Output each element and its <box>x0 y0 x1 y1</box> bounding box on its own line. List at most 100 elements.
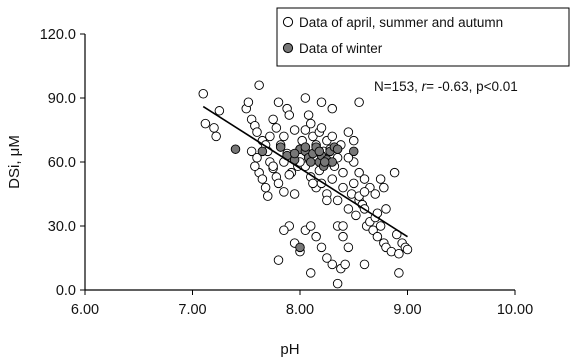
point-winter <box>230 144 241 154</box>
point-april-summer-autumn <box>308 178 318 189</box>
point-april-summer-autumn <box>284 170 295 180</box>
y-axis-label: DSi, μM <box>6 135 23 189</box>
point-april-summer-autumn <box>311 231 321 242</box>
point-april-summer-autumn <box>327 103 338 114</box>
point-april-summer-autumn <box>322 253 332 263</box>
point-april-summer-autumn <box>394 248 404 259</box>
point-april-summer-autumn <box>349 178 359 189</box>
point-april-summer-autumn <box>271 123 282 133</box>
stats-r-symbol: r <box>422 79 427 94</box>
y-tick-label: 60.0 <box>48 155 76 171</box>
stats-suffix: = -0.63, p<0.01 <box>426 79 518 94</box>
point-april-summer-autumn <box>300 125 311 135</box>
point-april-summer-autumn <box>343 242 354 253</box>
y-tick-label: 120.0 <box>40 27 76 43</box>
point-april-summer-autumn <box>306 268 316 278</box>
point-april-summer-autumn <box>316 242 327 253</box>
point-april-summer-autumn <box>306 221 316 231</box>
stats-prefix: N=153, <box>374 79 422 94</box>
trendline <box>202 105 408 238</box>
point-april-summer-autumn <box>268 114 278 125</box>
point-winter <box>257 146 268 157</box>
point-april-summer-autumn <box>254 80 264 90</box>
point-april-summer-autumn <box>279 225 289 236</box>
x-tick-label: 7.00 <box>178 302 206 318</box>
point-april-summer-autumn <box>279 187 289 197</box>
x-tick-label: 10.00 <box>497 302 533 318</box>
point-winter <box>332 144 343 154</box>
point-april-summer-autumn <box>368 225 378 236</box>
point-april-summer-autumn <box>389 167 400 178</box>
point-april-summer-autumn <box>289 189 300 199</box>
point-april-summer-autumn <box>246 146 257 157</box>
trendline-group <box>202 105 408 238</box>
point-april-summer-autumn <box>308 131 318 142</box>
point-winter <box>295 242 305 253</box>
point-april-summer-autumn <box>332 278 343 289</box>
point-april-summer-autumn <box>316 123 327 133</box>
point-april-summer-autumn <box>316 97 327 108</box>
point-april-summer-autumn <box>263 191 273 201</box>
x-tick-label: 8.00 <box>286 302 314 318</box>
stats-annotation: N=153, r= -0.63, p<0.01 <box>374 79 518 94</box>
point-april-summer-autumn <box>327 131 338 142</box>
point-april-summer-autumn <box>243 97 254 108</box>
point-winter <box>349 146 359 157</box>
point-april-summer-autumn <box>359 259 370 270</box>
point-april-summer-autumn <box>359 174 370 184</box>
point-april-summer-autumn <box>214 106 225 116</box>
point-april-summer-autumn <box>354 97 364 108</box>
point-april-summer-autumn <box>306 118 316 129</box>
point-april-summer-autumn <box>375 174 386 184</box>
y-tick-label: 90.0 <box>48 91 76 107</box>
point-april-summer-autumn <box>343 127 354 137</box>
point-april-summer-autumn <box>198 88 208 99</box>
point-april-summer-autumn <box>375 221 386 231</box>
point-april-summer-autumn <box>209 123 219 133</box>
point-april-summer-autumn <box>394 268 404 278</box>
legend-box <box>276 7 570 67</box>
point-april-summer-autumn <box>260 182 271 193</box>
point-april-summer-autumn <box>300 93 311 103</box>
axes: 6.00 7.00 8.00 9.00 10.00 0.0 30.0 60.0 90.0 120.… <box>40 27 533 318</box>
point-april-summer-autumn <box>303 110 314 120</box>
point-april-summer-autumn <box>327 259 338 270</box>
point-april-summer-autumn <box>265 131 275 142</box>
x-tick-label: 6.00 <box>71 302 99 318</box>
point-april-summer-autumn <box>372 231 383 242</box>
legend-label-filled: Data of winter <box>299 41 383 56</box>
point-april-summer-autumn <box>279 131 289 142</box>
point-april-summer-autumn <box>257 174 268 184</box>
point-april-summer-autumn <box>379 182 389 193</box>
point-april-summer-autumn <box>338 221 348 231</box>
legend: Data of april, summer and autumn Data of… <box>276 7 570 67</box>
point-winter <box>314 146 325 157</box>
point-winter <box>289 148 300 159</box>
point-april-summer-autumn <box>200 118 211 129</box>
point-winter <box>275 142 286 152</box>
y-tick-label: 0.0 <box>56 283 76 299</box>
point-april-summer-autumn <box>359 187 370 197</box>
point-april-summer-autumn <box>343 204 354 214</box>
point-april-summer-autumn <box>343 152 354 163</box>
point-april-summer-autumn <box>284 110 295 120</box>
point-april-summer-autumn <box>332 195 343 206</box>
x-axis-label: pH <box>280 341 299 358</box>
point-april-summer-autumn <box>354 167 364 178</box>
point-winter <box>306 157 316 167</box>
point-april-summer-autumn <box>273 97 284 108</box>
point-winter <box>319 157 330 167</box>
point-april-summer-autumn <box>349 135 359 146</box>
y-tick-label: 30.0 <box>48 219 76 235</box>
legend-marker-open <box>282 16 294 28</box>
point-april-summer-autumn <box>252 127 262 137</box>
point-april-summer-autumn <box>273 178 284 189</box>
point-april-summer-autumn <box>338 182 348 193</box>
data-points <box>198 80 413 289</box>
point-april-summer-autumn <box>273 255 284 265</box>
point-april-summer-autumn <box>338 167 348 178</box>
point-april-summer-autumn <box>351 210 361 221</box>
point-april-summer-autumn <box>340 259 350 270</box>
